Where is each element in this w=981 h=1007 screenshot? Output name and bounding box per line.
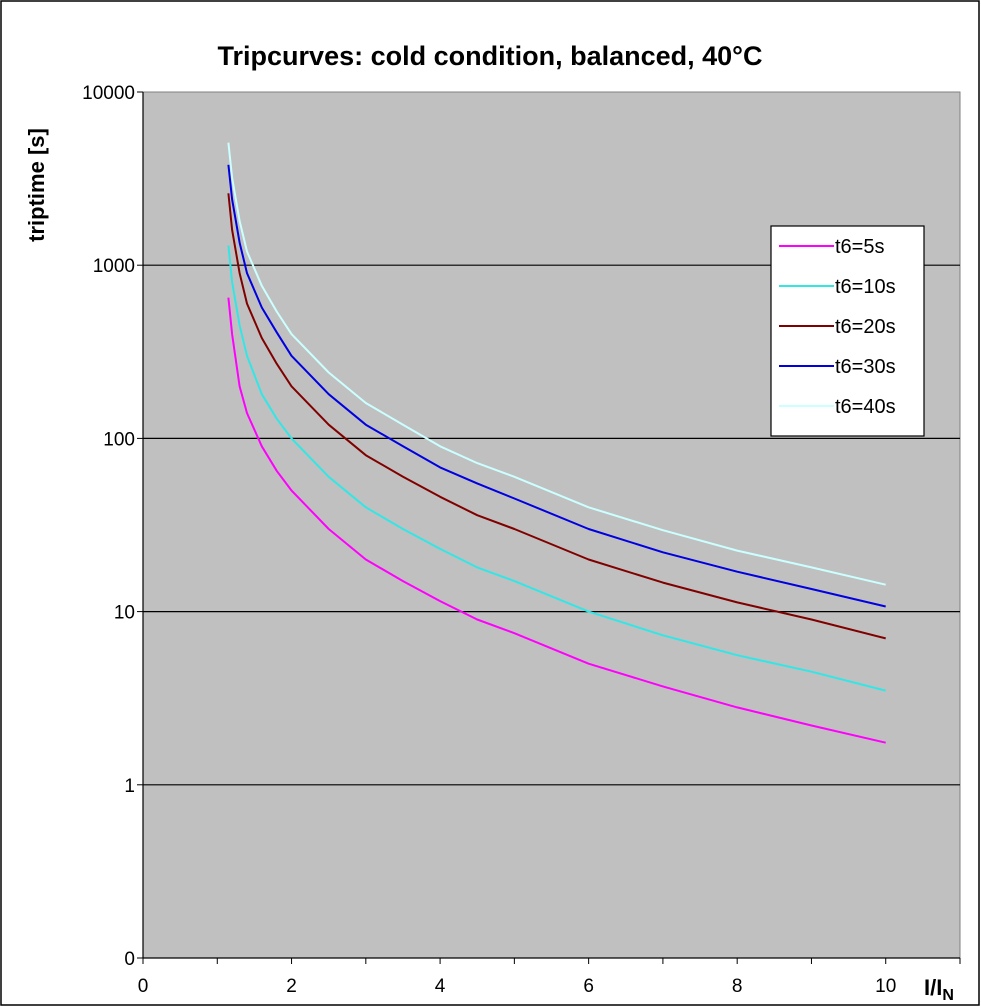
x-tick-label: 0 — [138, 976, 149, 997]
x-tick-label: 4 — [435, 976, 446, 997]
legend-label: t6=20s — [835, 316, 896, 338]
x-tick-label: 8 — [732, 976, 743, 997]
series-line-3 — [227, 193, 886, 640]
plot-area — [142, 91, 961, 959]
series-line-1 — [227, 297, 886, 744]
series-line-2 — [227, 245, 886, 692]
legend-label: t6=10s — [835, 276, 896, 298]
x-axis-label: I/IN — [924, 975, 954, 1004]
series-line-5 — [227, 142, 886, 586]
y-tick-label: 1000 — [93, 256, 135, 277]
legend-label: t6=40s — [835, 396, 896, 418]
x-axis-label-main: I/I — [924, 975, 942, 1000]
series-line-4 — [227, 164, 886, 608]
y-tick-label: 100 — [103, 429, 135, 450]
legend-label: t6=30s — [835, 356, 896, 378]
y-axis-label: triptime [s] — [24, 128, 49, 242]
y-tick-label: 10 — [114, 603, 135, 624]
x-tick-label: 6 — [583, 976, 594, 997]
axes: 0 1 10 100 1000 10000 0 2 4 6 8 10 — [82, 83, 961, 997]
legend-label: t6=5s — [835, 236, 884, 258]
legend: t6=5s t6=10s t6=20s t6=30s t6=40s — [770, 225, 925, 437]
x-tick-label: 10 — [875, 976, 896, 997]
grid-lines — [143, 264, 960, 786]
x-axis-label-subscript: N — [942, 987, 954, 1004]
y-tick-label: 1 — [124, 776, 135, 797]
x-tick-label: 2 — [286, 976, 297, 997]
y-tick-label: 10000 — [82, 83, 135, 104]
chart-title: Tripcurves: cold condition, balanced, 40… — [218, 41, 763, 71]
legend-box — [770, 225, 925, 437]
y-tick-label: 0 — [124, 949, 135, 970]
series-lines — [227, 142, 886, 744]
